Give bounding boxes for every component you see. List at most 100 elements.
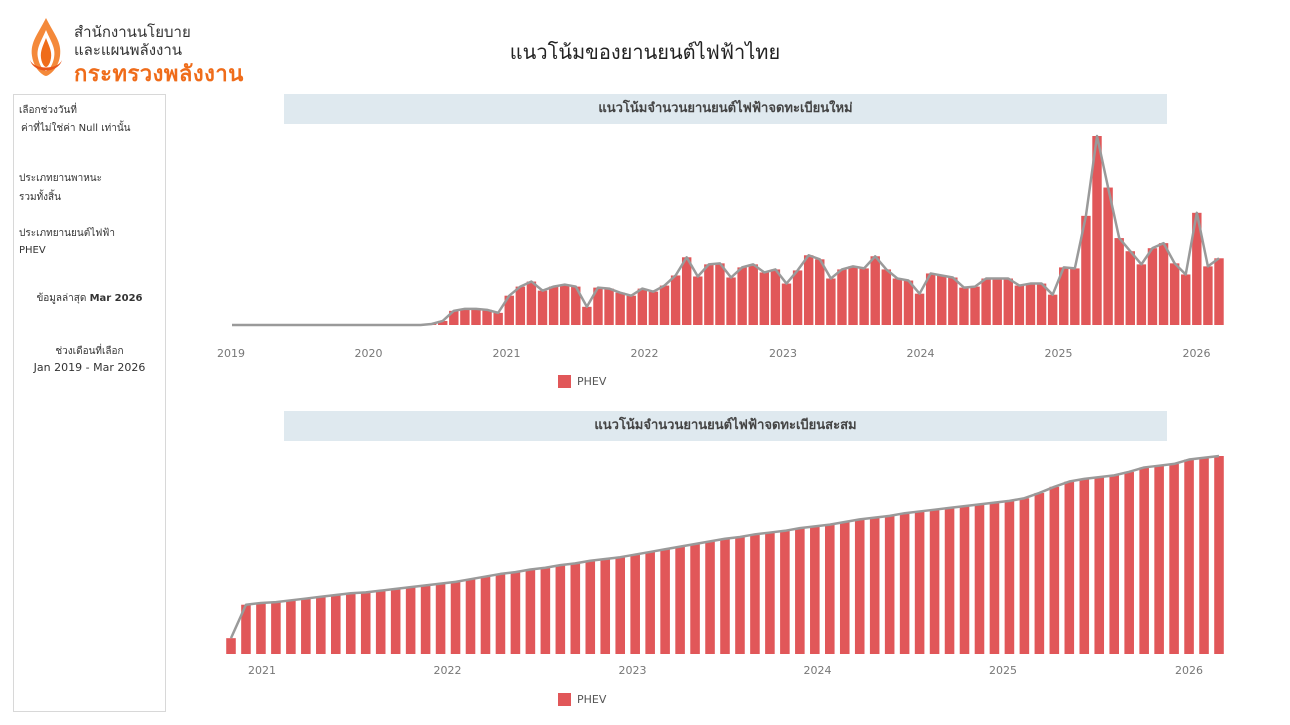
bar[interactable] — [301, 598, 311, 654]
bar[interactable] — [765, 532, 775, 654]
bar[interactable] — [1114, 238, 1124, 325]
bar[interactable] — [241, 604, 251, 654]
bar[interactable] — [726, 277, 736, 325]
bar[interactable] — [1004, 500, 1015, 654]
bar[interactable] — [405, 587, 416, 654]
ev-type-value[interactable]: PHEV — [19, 245, 46, 256]
bar[interactable] — [1181, 274, 1191, 325]
bar[interactable] — [540, 567, 551, 654]
bar[interactable] — [705, 541, 715, 654]
bar[interactable] — [360, 592, 371, 654]
bar[interactable] — [510, 572, 521, 654]
bar[interactable] — [437, 320, 448, 325]
bar[interactable] — [630, 554, 640, 654]
bar[interactable] — [555, 565, 566, 654]
bar[interactable] — [571, 286, 581, 325]
bar[interactable] — [848, 266, 858, 325]
bar[interactable] — [570, 563, 581, 654]
bar[interactable] — [1147, 248, 1158, 325]
bar[interactable] — [1064, 481, 1075, 654]
bar[interactable] — [759, 272, 770, 325]
new-registrations-legend[interactable]: PHEV — [558, 375, 606, 388]
vehicle-type-value[interactable]: รวมทั้งสิ้น — [19, 192, 61, 203]
bar[interactable] — [735, 536, 745, 654]
bar[interactable] — [1014, 285, 1025, 325]
bar[interactable] — [537, 290, 548, 325]
bar[interactable] — [330, 595, 341, 654]
bar[interactable] — [859, 268, 869, 325]
bar[interactable] — [593, 287, 603, 325]
bar[interactable] — [286, 600, 296, 654]
bar[interactable] — [548, 286, 559, 325]
bar[interactable] — [881, 269, 892, 325]
bar[interactable] — [914, 293, 925, 325]
bar[interactable] — [1169, 463, 1179, 654]
bar[interactable] — [1094, 477, 1105, 654]
cumulative-registrations-legend[interactable]: PHEV — [558, 693, 606, 706]
bar[interactable] — [970, 286, 980, 325]
bar[interactable] — [615, 292, 625, 325]
bar[interactable] — [1136, 264, 1147, 325]
bar[interactable] — [903, 280, 914, 325]
bar[interactable] — [948, 277, 958, 325]
bar[interactable] — [937, 275, 947, 325]
bar[interactable] — [660, 549, 670, 654]
bar[interactable] — [959, 287, 969, 325]
bar[interactable] — [959, 506, 970, 654]
bar[interactable] — [1079, 478, 1090, 654]
bar[interactable] — [1081, 215, 1091, 325]
bar[interactable] — [1125, 251, 1135, 325]
bar[interactable] — [715, 263, 725, 325]
bar[interactable] — [944, 507, 955, 654]
bar[interactable] — [1214, 258, 1224, 325]
bar[interactable] — [495, 573, 506, 654]
bar[interactable] — [1139, 467, 1149, 654]
bar[interactable] — [582, 306, 592, 325]
bar[interactable] — [1003, 278, 1014, 325]
bar[interactable] — [1214, 456, 1224, 654]
bar[interactable] — [480, 576, 491, 654]
bar[interactable] — [1169, 263, 1180, 325]
bar[interactable] — [482, 309, 492, 325]
bar[interactable] — [420, 585, 431, 654]
bar[interactable] — [375, 590, 386, 654]
bar[interactable] — [792, 270, 803, 325]
bar[interactable] — [1192, 212, 1202, 325]
bar[interactable] — [1124, 471, 1134, 654]
bar[interactable] — [781, 283, 792, 325]
bar[interactable] — [704, 264, 714, 325]
bar[interactable] — [1034, 492, 1045, 654]
bar[interactable] — [526, 281, 537, 325]
bar[interactable] — [460, 308, 470, 325]
bar[interactable] — [690, 544, 700, 654]
bar[interactable] — [1025, 283, 1036, 325]
bar[interactable] — [899, 513, 910, 654]
bar[interactable] — [390, 588, 401, 654]
bar[interactable] — [681, 257, 692, 325]
bar[interactable] — [659, 285, 670, 325]
bar[interactable] — [1047, 294, 1058, 325]
bar[interactable] — [720, 538, 730, 654]
bar[interactable] — [1103, 187, 1113, 325]
date-filter-value[interactable]: ค่าที่ไม่ใช่ค่า Null เท่านั้น — [21, 123, 131, 134]
bar[interactable] — [345, 593, 356, 654]
bar[interactable] — [839, 522, 850, 654]
bar[interactable] — [1049, 486, 1060, 654]
bar[interactable] — [824, 524, 835, 654]
bar[interactable] — [803, 255, 814, 325]
bar[interactable] — [914, 511, 925, 654]
bar[interactable] — [892, 278, 903, 325]
bar[interactable] — [450, 581, 461, 654]
bar[interactable] — [693, 276, 703, 325]
bar[interactable] — [992, 278, 1002, 325]
bar[interactable] — [974, 504, 985, 654]
bar[interactable] — [675, 546, 685, 654]
bar[interactable] — [870, 256, 880, 325]
bar[interactable] — [648, 291, 659, 325]
bar[interactable] — [435, 583, 446, 654]
bar[interactable] — [637, 288, 648, 325]
bar[interactable] — [525, 569, 536, 654]
bar[interactable] — [1070, 268, 1080, 325]
bar[interactable] — [810, 526, 820, 654]
bar[interactable] — [615, 557, 626, 654]
